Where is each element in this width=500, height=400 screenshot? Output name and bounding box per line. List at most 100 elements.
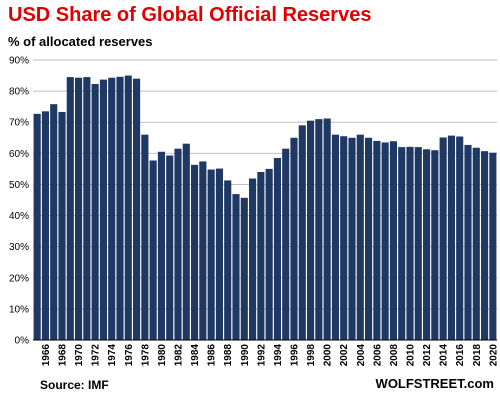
x-tick-label: 2004 bbox=[356, 344, 367, 367]
bar-1987 bbox=[215, 168, 223, 340]
axes: 0% 10% 20% 30% 40% 50% 60% 70% 80% 90% 1966 1968 197… bbox=[9, 56, 499, 367]
x-tick-label: 2020 bbox=[488, 344, 499, 367]
bar-2005 bbox=[365, 137, 373, 340]
bar-1991 bbox=[249, 178, 257, 340]
bar-1966 bbox=[41, 111, 49, 340]
x-tick-label: 2012 bbox=[422, 344, 433, 367]
x-tick-label: 1972 bbox=[91, 344, 102, 367]
bar-2013 bbox=[431, 150, 439, 340]
bar-2006 bbox=[373, 140, 381, 340]
bar-1994 bbox=[273, 158, 281, 340]
x-tick-label: 2008 bbox=[389, 344, 400, 367]
bar-2004 bbox=[356, 134, 364, 340]
bar-2016 bbox=[456, 136, 464, 340]
x-tick-label: 1984 bbox=[190, 344, 201, 367]
bar-1996 bbox=[290, 137, 298, 340]
bar-1997 bbox=[298, 125, 306, 340]
y-tick-label: 60% bbox=[9, 149, 29, 160]
bar-1977 bbox=[133, 78, 141, 341]
x-tick-label: 1986 bbox=[207, 344, 218, 367]
x-tick-label: 1970 bbox=[74, 344, 85, 367]
bar-2003 bbox=[348, 137, 356, 340]
bar-1971 bbox=[83, 77, 91, 341]
bar-1974 bbox=[108, 77, 116, 340]
bar-2018 bbox=[472, 147, 480, 340]
x-tick-label: 2010 bbox=[406, 344, 417, 367]
bar-1983 bbox=[182, 143, 190, 340]
x-tick-label: 1968 bbox=[58, 344, 69, 367]
x-tick-label: 1996 bbox=[290, 344, 301, 367]
bar-2007 bbox=[381, 142, 389, 340]
bar-1984 bbox=[191, 164, 199, 340]
bar-2019 bbox=[481, 151, 489, 340]
bar-1990 bbox=[240, 197, 248, 340]
x-tick-label: 2018 bbox=[472, 344, 483, 367]
brand-label: WOLFSTREET.com bbox=[375, 376, 494, 391]
bar-2020 bbox=[489, 152, 497, 340]
x-tick-label: 2000 bbox=[323, 344, 334, 367]
bar-1976 bbox=[124, 75, 132, 340]
bar-1972 bbox=[91, 83, 99, 341]
y-tick-label: 30% bbox=[9, 242, 29, 253]
bar-1999 bbox=[315, 119, 323, 340]
x-tick-label: 1992 bbox=[256, 344, 267, 367]
source-label: Source: IMF bbox=[40, 378, 109, 392]
y-tick-label: 50% bbox=[9, 180, 29, 191]
bar-1982 bbox=[174, 148, 182, 340]
x-tick-label: 1974 bbox=[107, 344, 118, 367]
y-tick-label: 20% bbox=[9, 273, 29, 284]
bar-1989 bbox=[232, 194, 240, 340]
chart-title: USD Share of Global Official Reserves bbox=[8, 4, 372, 26]
bar-1967 bbox=[50, 104, 58, 341]
bar-2011 bbox=[414, 147, 422, 340]
x-tick-label: 2006 bbox=[372, 344, 383, 367]
bar-1965 bbox=[33, 113, 41, 340]
bar-2002 bbox=[340, 136, 348, 340]
x-tick-label: 2014 bbox=[439, 344, 450, 367]
x-tick-label: 1976 bbox=[124, 344, 135, 367]
x-tick-label: 1982 bbox=[174, 344, 185, 367]
y-tick-label: 0% bbox=[15, 336, 30, 347]
bar-1985 bbox=[199, 161, 207, 340]
bar-1988 bbox=[224, 180, 232, 340]
bar-1981 bbox=[166, 155, 174, 340]
x-tick-label: 2016 bbox=[455, 344, 466, 367]
x-tick-label: 1988 bbox=[223, 344, 234, 367]
bar-1980 bbox=[157, 151, 165, 340]
bar-1973 bbox=[99, 79, 107, 340]
bar-2014 bbox=[439, 137, 447, 340]
bar-1975 bbox=[116, 76, 124, 341]
bar-2009 bbox=[398, 147, 406, 340]
bar-1986 bbox=[207, 169, 215, 340]
chart-subtitle: % of allocated reserves bbox=[8, 34, 153, 49]
bar-2017 bbox=[464, 144, 472, 340]
bar-2001 bbox=[331, 134, 339, 340]
x-tick-label: 1978 bbox=[140, 344, 151, 367]
bar-1978 bbox=[141, 134, 149, 340]
y-tick-label: 70% bbox=[9, 118, 29, 129]
bar-2015 bbox=[447, 135, 455, 340]
bar-2000 bbox=[323, 118, 331, 341]
x-tick-label: 1990 bbox=[240, 344, 251, 367]
bars bbox=[33, 75, 497, 341]
y-tick-label: 10% bbox=[9, 304, 29, 315]
x-tick-label: 1994 bbox=[273, 344, 284, 367]
bar-1970 bbox=[75, 77, 83, 340]
bar-2010 bbox=[406, 146, 414, 340]
y-tick-label: 40% bbox=[9, 211, 29, 222]
bar-1993 bbox=[265, 168, 273, 340]
bar-1979 bbox=[149, 160, 157, 340]
bar-1968 bbox=[58, 111, 66, 341]
x-tick-label: 1998 bbox=[306, 344, 317, 367]
bar-1969 bbox=[66, 77, 74, 341]
y-tick-label: 90% bbox=[9, 56, 29, 67]
y-tick-label: 80% bbox=[9, 87, 29, 98]
bar-2008 bbox=[389, 141, 397, 340]
x-tick-label: 1980 bbox=[157, 344, 168, 367]
x-tick-label: 1966 bbox=[41, 344, 52, 367]
bar-2012 bbox=[423, 149, 431, 340]
bar-1998 bbox=[307, 120, 315, 340]
x-tick-label: 2002 bbox=[339, 344, 350, 367]
